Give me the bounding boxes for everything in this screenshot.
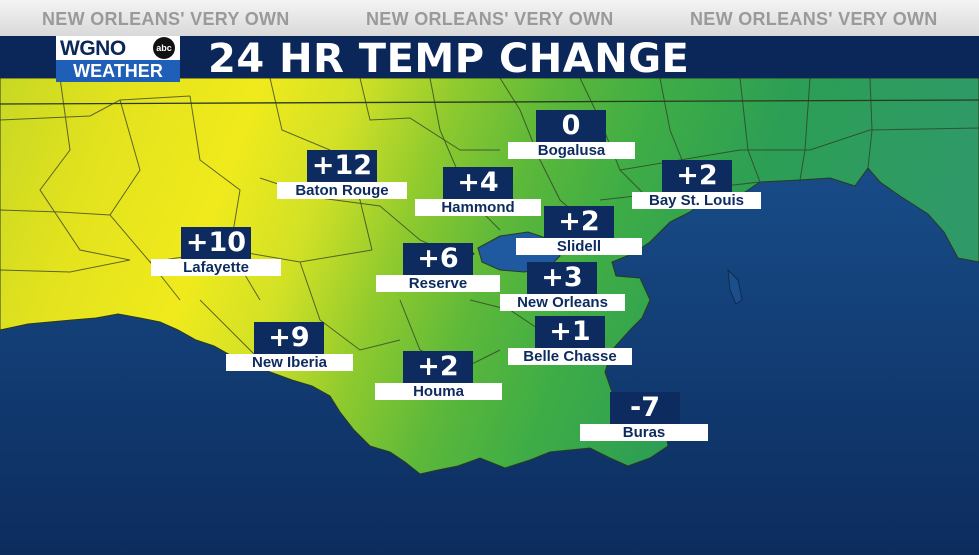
city-name: Slidell — [516, 238, 642, 255]
ticker-text: NEW ORLEANS' VERY OWN — [42, 9, 290, 29]
ticker-text: NEW ORLEANS' VERY OWN — [690, 9, 938, 29]
city-name: Lafayette — [151, 259, 281, 276]
ticker-bar: NEW ORLEANS' VERY OWN NEW ORLEANS' VERY … — [0, 0, 979, 36]
temp-change-value: +1 — [535, 316, 605, 348]
station-logo: WGNO abc WEATHER — [56, 36, 180, 82]
temp-change-value: +3 — [527, 262, 597, 294]
city-name: Bay St. Louis — [632, 192, 761, 209]
city-name: New Iberia — [226, 354, 353, 371]
city-name: Baton Rouge — [277, 182, 407, 199]
temp-change-value: +2 — [544, 206, 614, 238]
logo-subtitle-box: WEATHER — [56, 60, 180, 82]
logo-call-letters: WGNO — [60, 37, 126, 60]
city-name: Houma — [375, 383, 502, 400]
temp-change-value: 0 — [536, 110, 606, 142]
city-name: Belle Chasse — [508, 348, 632, 365]
chandeleur-islands — [727, 268, 743, 305]
city-name: Bogalusa — [508, 142, 635, 159]
temp-change-value: +9 — [254, 322, 324, 354]
city-name: Buras — [580, 424, 708, 441]
temp-change-value: +2 — [662, 160, 732, 192]
logo-call-letters-box: WGNO abc — [56, 36, 180, 60]
temp-change-value: +10 — [181, 227, 251, 259]
city-name: Reserve — [376, 275, 500, 292]
temp-change-value: +4 — [443, 167, 513, 199]
ticker-text: NEW ORLEANS' VERY OWN — [366, 9, 614, 29]
state-border-line — [0, 99, 979, 105]
temp-change-value: +2 — [403, 351, 473, 383]
temp-change-value: +12 — [307, 150, 377, 182]
temp-change-value: +6 — [403, 243, 473, 275]
page-title: 24 HR TEMP CHANGE — [208, 36, 690, 82]
city-name: New Orleans — [500, 294, 625, 311]
abc-network-icon: abc — [153, 37, 175, 59]
city-name: Hammond — [415, 199, 541, 216]
temp-change-value: -7 — [610, 392, 680, 424]
logo-subtitle: WEATHER — [73, 61, 163, 81]
